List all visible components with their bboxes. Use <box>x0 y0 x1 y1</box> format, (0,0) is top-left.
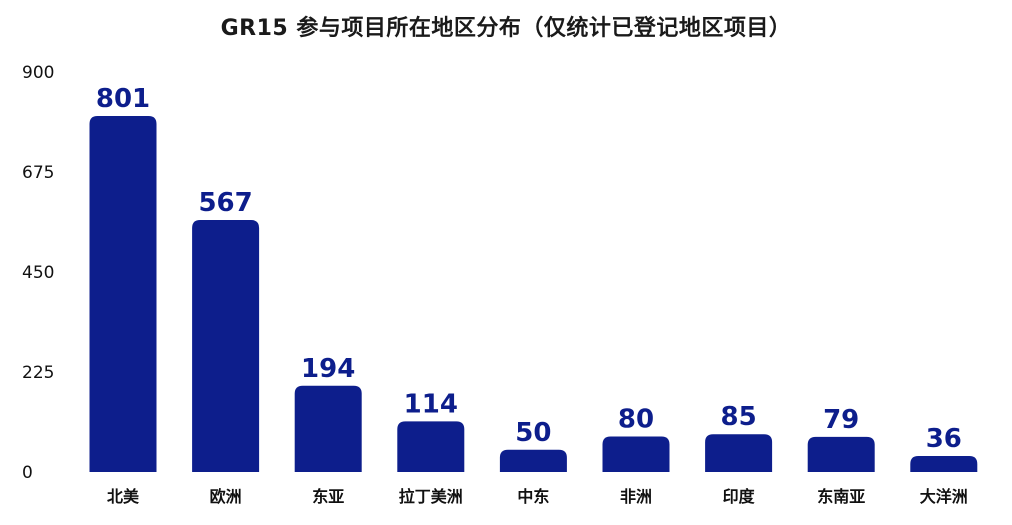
x-tick-label: 中东 <box>517 487 549 506</box>
bar-9 <box>910 456 978 472</box>
data-labels: 801 567 194 114 50 80 85 79 36 <box>96 84 962 454</box>
bar-value-label: 801 <box>96 84 150 114</box>
bar-6 <box>602 436 670 472</box>
bar-value-label: 80 <box>618 404 654 434</box>
bar-series <box>89 116 978 472</box>
bar-value-label: 567 <box>198 188 252 218</box>
y-tick-label: 675 <box>22 163 54 183</box>
bar-value-label: 36 <box>926 424 962 454</box>
x-tick-label: 印度 <box>723 487 756 506</box>
bar-1 <box>89 116 157 472</box>
x-tick-label: 东南亚 <box>817 487 865 506</box>
x-tick-label: 拉丁美洲 <box>399 487 463 506</box>
bar-7 <box>705 434 773 472</box>
y-tick-label: 900 <box>22 63 54 83</box>
bar-2 <box>192 220 260 472</box>
x-tick-label: 欧洲 <box>210 487 242 506</box>
y-tick-label: 0 <box>22 463 33 483</box>
y-axis: 0 225 450 675 900 <box>22 63 54 483</box>
bar-3 <box>294 385 362 472</box>
bar-8 <box>807 436 875 472</box>
y-tick-label: 450 <box>22 263 54 283</box>
x-axis: 北美 欧洲 东亚 拉丁美洲 中东 非洲 印度 东南亚 大洋洲 <box>107 487 968 506</box>
bar-value-label: 85 <box>721 402 757 432</box>
bar-value-label: 194 <box>301 354 355 384</box>
y-tick-label: 225 <box>22 363 54 383</box>
x-tick-label: 东亚 <box>312 487 344 506</box>
bar-value-label: 114 <box>404 389 458 419</box>
bar-4 <box>397 421 465 472</box>
bar-value-label: 50 <box>515 418 551 448</box>
bar-value-label: 79 <box>823 405 859 435</box>
x-tick-label: 非洲 <box>620 487 652 506</box>
bar-5 <box>499 449 567 472</box>
x-tick-label: 大洋洲 <box>920 487 968 506</box>
chart-title: GR15 参与项目所在地区分布（仅统计已登记地区项目） <box>220 16 792 41</box>
x-tick-label: 北美 <box>107 487 140 506</box>
